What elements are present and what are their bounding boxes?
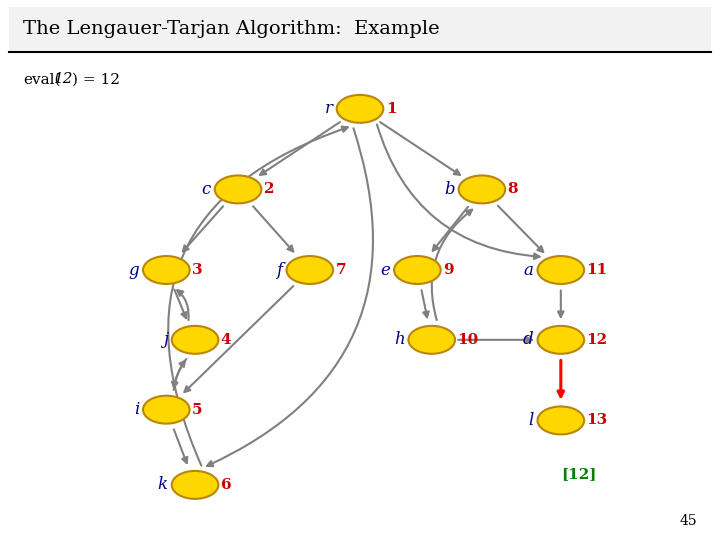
- Ellipse shape: [394, 256, 441, 284]
- Text: j: j: [163, 332, 168, 348]
- Text: l: l: [528, 412, 534, 429]
- Text: 12: 12: [587, 333, 608, 347]
- Text: 2: 2: [264, 183, 274, 197]
- Ellipse shape: [337, 95, 383, 123]
- Text: 3: 3: [192, 263, 203, 277]
- Text: a: a: [523, 261, 534, 279]
- Text: 45: 45: [680, 514, 697, 528]
- Ellipse shape: [143, 396, 189, 424]
- Text: eval(: eval(: [23, 72, 60, 86]
- Text: ) = 12: ) = 12: [72, 72, 120, 86]
- Text: h: h: [394, 332, 405, 348]
- Text: b: b: [444, 181, 454, 198]
- Text: f: f: [276, 261, 282, 279]
- Ellipse shape: [538, 326, 584, 354]
- Text: i: i: [134, 401, 139, 418]
- Text: 1: 1: [386, 102, 397, 116]
- Text: 12: 12: [54, 72, 73, 86]
- Ellipse shape: [172, 471, 218, 499]
- Text: e: e: [380, 261, 390, 279]
- Ellipse shape: [459, 176, 505, 204]
- Text: 7: 7: [336, 263, 346, 277]
- Text: 13: 13: [587, 414, 608, 428]
- Bar: [9, 7, 711, 52]
- Text: The Lengauer-Tarjan Algorithm:  Example: The Lengauer-Tarjan Algorithm: Example: [23, 21, 439, 38]
- Text: 9: 9: [444, 263, 454, 277]
- Ellipse shape: [215, 176, 261, 204]
- Text: [12]: [12]: [561, 467, 596, 481]
- Text: c: c: [202, 181, 211, 198]
- Text: 11: 11: [587, 263, 608, 277]
- Text: 4: 4: [221, 333, 232, 347]
- Text: k: k: [158, 476, 168, 494]
- Ellipse shape: [538, 256, 584, 284]
- Text: g: g: [128, 261, 139, 279]
- Text: d: d: [523, 332, 534, 348]
- Text: 10: 10: [457, 333, 479, 347]
- Ellipse shape: [408, 326, 455, 354]
- Ellipse shape: [287, 256, 333, 284]
- Ellipse shape: [143, 256, 189, 284]
- Ellipse shape: [172, 326, 218, 354]
- Text: 8: 8: [508, 183, 518, 197]
- Text: r: r: [325, 100, 333, 117]
- Text: 5: 5: [192, 403, 202, 417]
- Ellipse shape: [538, 407, 584, 434]
- Text: 6: 6: [221, 478, 232, 492]
